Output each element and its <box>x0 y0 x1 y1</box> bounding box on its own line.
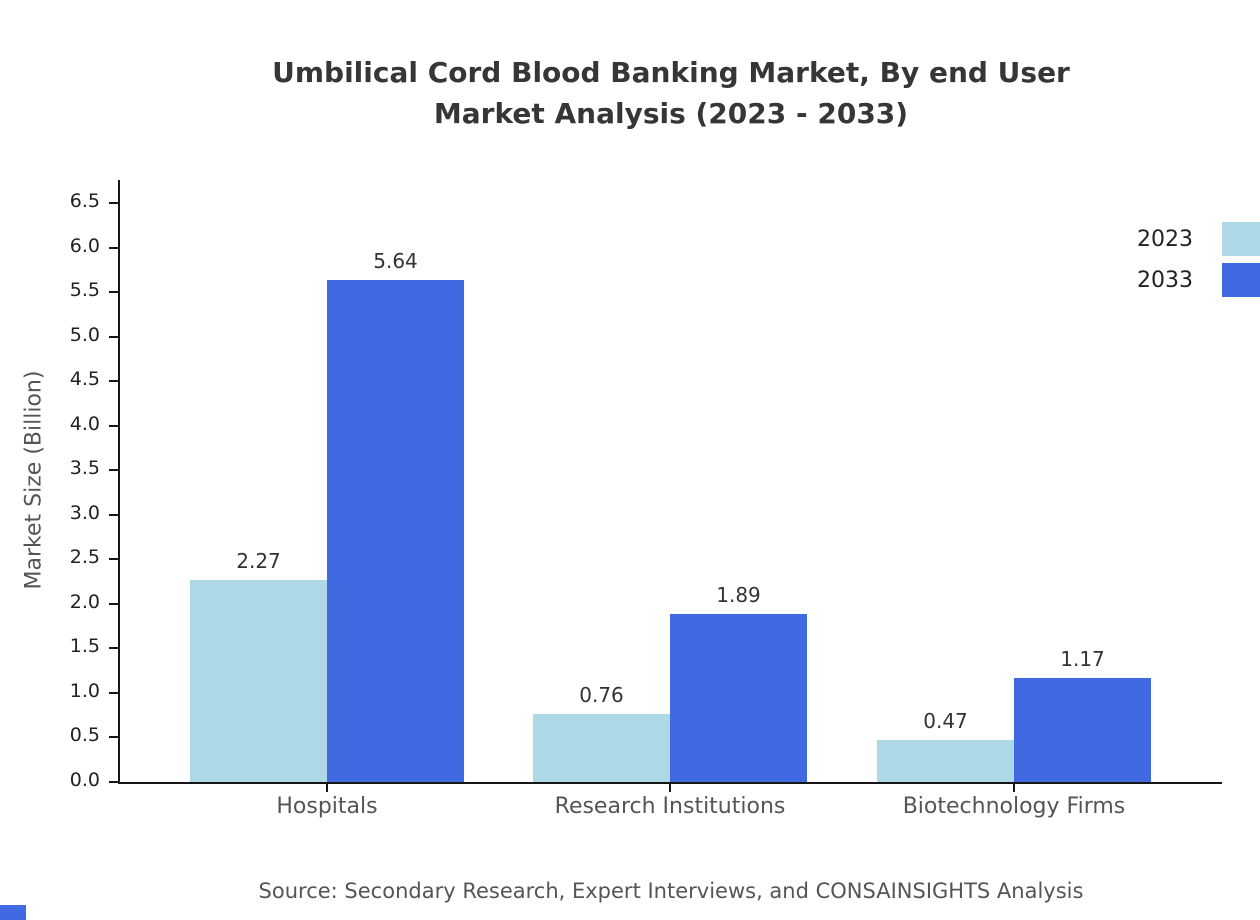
y-tick-mark <box>109 246 118 249</box>
legend-item-2033: 2033 <box>1137 262 1260 298</box>
y-tick-mark <box>109 691 118 694</box>
bar-2023-biotechnology-firms <box>877 740 1014 782</box>
chart-title-line2: Market Analysis (2023 - 2033) <box>433 97 909 130</box>
y-tick-label: 5.0 <box>69 323 100 346</box>
y-tick-mark <box>109 558 118 561</box>
bar-2033-hospitals <box>327 280 464 782</box>
bar-2023-research-institutions <box>533 714 670 782</box>
y-tick-mark <box>109 202 118 204</box>
x-tick-mark <box>669 784 671 792</box>
y-tick-label: 6.5 <box>69 190 100 212</box>
y-tick-mark <box>109 380 118 383</box>
y-tick-mark <box>109 335 118 338</box>
y-tick-mark <box>109 602 118 605</box>
bar-value-label-2023-hospitals: 2.27 <box>236 549 281 573</box>
chart-title-line1: Umbilical Cord Blood Banking Market, By … <box>272 56 1070 89</box>
bar-value-label-2023-biotechnology-firms: 0.47 <box>923 709 968 733</box>
y-axis-line <box>118 180 120 784</box>
bar-value-label-2033-biotechnology-firms: 1.17 <box>1060 647 1105 671</box>
watermark-corner <box>0 905 26 920</box>
y-tick-label: 5.5 <box>69 279 100 302</box>
y-tick-mark <box>109 424 118 427</box>
y-tick-label: 2.0 <box>69 590 100 613</box>
legend-label-2023: 2023 <box>1137 226 1193 252</box>
category-label-biotechnology-firms: Biotechnology Firms <box>902 794 1126 819</box>
y-tick-mark <box>109 736 118 739</box>
x-tick-mark <box>1013 784 1015 792</box>
y-tick-label: 4.5 <box>69 368 100 391</box>
y-tick-label: 4.0 <box>69 412 100 435</box>
bar-2033-biotechnology-firms <box>1014 678 1151 782</box>
y-tick-label: 3.0 <box>69 501 100 524</box>
y-tick-mark <box>109 647 118 650</box>
y-tick-label: 6.0 <box>69 234 100 257</box>
y-tick-mark <box>109 291 118 294</box>
y-tick-label: 0.0 <box>69 769 100 791</box>
y-tick-label: 2.5 <box>69 546 100 569</box>
y-tick-label: 1.5 <box>69 635 100 658</box>
bar-value-label-2033-hospitals: 5.64 <box>373 249 418 273</box>
x-axis-line <box>118 782 1222 784</box>
y-tick-mark <box>109 781 118 783</box>
legend-item-2023: 2023 <box>1137 221 1260 257</box>
source-text: Source: Secondary Research, Expert Inter… <box>258 879 1084 903</box>
legend-label-2033: 2033 <box>1137 267 1193 293</box>
bar-value-label-2033-research-institutions: 1.89 <box>716 583 761 607</box>
bar-value-label-2023-research-institutions: 0.76 <box>579 683 624 707</box>
plot-area: 0.0 0.5 1.0 1.5 2.0 2.5 3.0 3.5 4.0 4.5 5.0 5.5 6.0 6… <box>70 180 1222 819</box>
category-label-research-institutions: Research Institutions <box>554 794 786 819</box>
x-tick-mark <box>326 784 328 792</box>
y-tick-mark <box>109 513 118 516</box>
legend: 2023 2033 <box>1137 221 1260 298</box>
chart-title: Umbilical Cord Blood Banking Market, By … <box>120 52 1222 134</box>
legend-swatch-2023 <box>1222 222 1260 256</box>
bar-2023-hospitals <box>190 580 327 782</box>
legend-swatch-2033 <box>1222 263 1260 297</box>
y-tick-label: 1.0 <box>69 679 100 702</box>
y-tick-label: 0.5 <box>69 724 100 747</box>
y-tick-mark <box>109 469 118 472</box>
bar-2033-research-institutions <box>670 614 807 782</box>
y-tick-label: 3.5 <box>69 457 100 480</box>
category-label-hospitals: Hospitals <box>276 794 378 819</box>
